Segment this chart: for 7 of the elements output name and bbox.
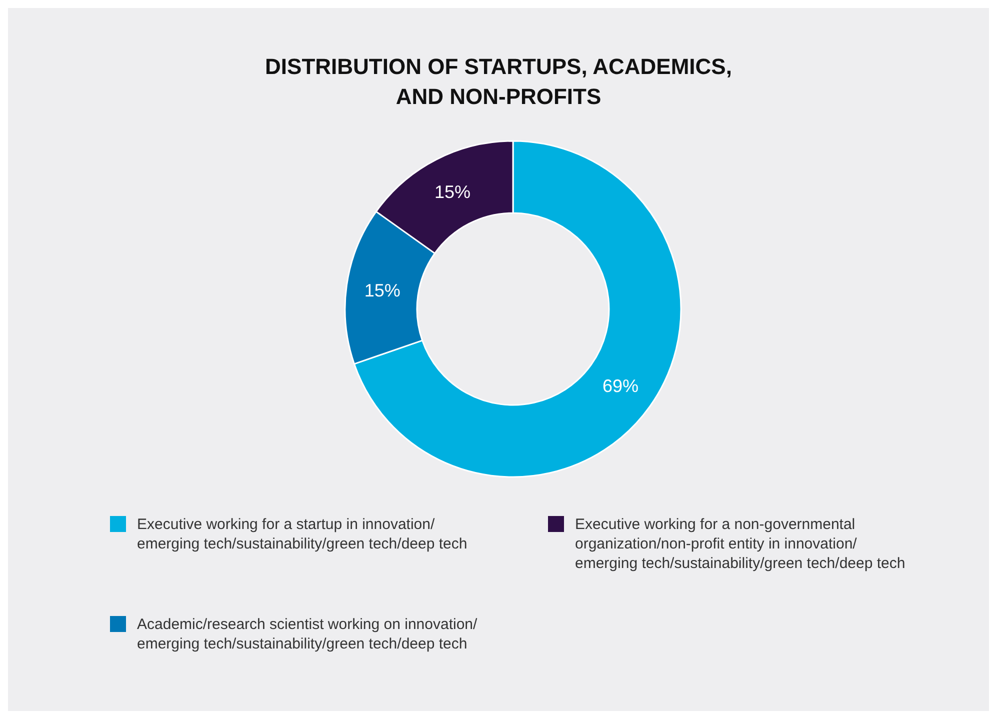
data-label: 15% <box>364 280 400 301</box>
chart-title: DISTRIBUTION OF STARTUPS, ACADEMICS, AND NON-PROFITS <box>265 54 732 109</box>
legend-label: Executive working for a non-governmental organization/non-profit entity in innovation/emerging tech/sustainability/green tech/deep tech <box>575 516 906 572</box>
legend-label: Executive working for a startup in innovation/emerging tech/sustainability/green tech/deep tech <box>137 516 468 552</box>
data-label: 69% <box>602 376 639 396</box>
legend-label: Academic/research scientist working on innovation/emerging tech/sustainability/green tech/deep tech <box>137 616 478 652</box>
data-label: 15% <box>434 182 471 202</box>
